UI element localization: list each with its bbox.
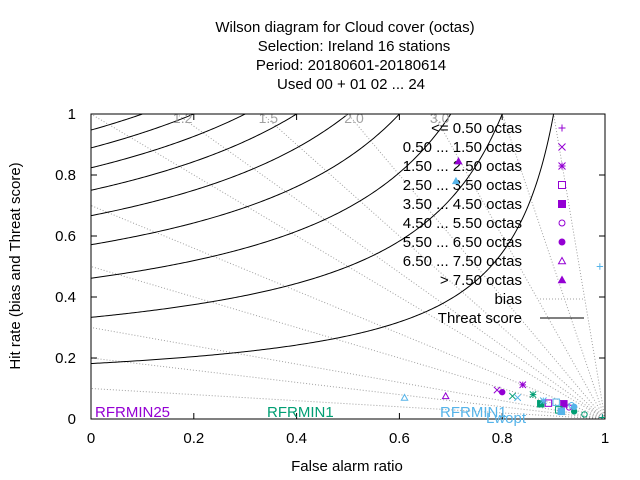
square-filled-marker [560, 400, 568, 408]
cross-marker [508, 392, 517, 400]
legend-label: 4.50 ... 5.50 octas [403, 215, 522, 232]
data-points [400, 157, 605, 419]
star-marker [519, 381, 527, 389]
star-marker [558, 162, 566, 170]
x-tick-label: 0.6 [389, 430, 410, 447]
legend-label: 2.50 ... 3.50 octas [403, 177, 522, 194]
square-open-marker [558, 181, 566, 189]
bias-line [175, 114, 605, 419]
bias-line [91, 266, 605, 419]
model-label: Lwopt [486, 410, 527, 427]
threat-score-curve [91, 114, 503, 318]
legend-label: > 7.50 octas [440, 272, 522, 289]
y-axis-label: Hit rate (bias and Threat score) [7, 162, 24, 369]
title-line-4: Used 00 + 01 02 ... 24 [277, 76, 425, 93]
triangle-open-marker [400, 393, 409, 401]
threat-score-curve [91, 114, 349, 217]
bias-labels: 1.2 1.5 2.0 3.0 [173, 110, 450, 126]
triangle-filled-marker [557, 275, 567, 284]
model-label: RFRMIN1 [440, 404, 507, 421]
y-tick-label: 0 [68, 411, 76, 428]
title-line-2: Selection: Ireland 16 stations [258, 38, 451, 55]
threat-score-curves [91, 114, 555, 365]
circle-open-marker [558, 219, 566, 227]
cross-marker [514, 394, 522, 402]
circle-filled-marker [498, 388, 506, 396]
threat-score-curve [91, 114, 555, 365]
legend-label: Threat score [438, 310, 522, 327]
legend-label: 0.50 ... 1.50 octas [403, 139, 522, 156]
x-axis-label: False alarm ratio [291, 458, 403, 475]
bias-line [91, 388, 605, 419]
legend: <= 0.50 octas 0.50 ... 1.50 octas 1.50 ...… [403, 120, 584, 327]
bias-line [433, 114, 605, 419]
y-tick-label: 0.4 [55, 289, 76, 306]
model-label: RFRMIN1 [267, 404, 334, 421]
legend-label: 5.50 ... 6.50 octas [403, 234, 522, 251]
bias-label: 1.5 [259, 110, 279, 126]
bias-line [91, 327, 605, 419]
plus-marker [558, 124, 566, 132]
y-tick-label: 0.6 [55, 228, 76, 245]
x-tick-label: 1 [601, 430, 609, 447]
x-tick-label: 0.4 [286, 430, 307, 447]
star-marker [529, 391, 537, 399]
triangle-open-marker [441, 391, 450, 400]
y-tick-label: 1 [68, 106, 76, 123]
triangle-filled-marker [451, 176, 460, 185]
bias-line [91, 205, 605, 419]
x-tick-label: 0.2 [183, 430, 204, 447]
triangle-filled-marker [454, 157, 463, 165]
bias-lines [91, 114, 605, 419]
threat-score-curve [91, 114, 144, 131]
legend-label: 6.50 ... 7.50 octas [403, 253, 522, 270]
legend-label: 3.50 ... 4.50 octas [403, 196, 522, 213]
y-tick-label: 0.2 [55, 350, 76, 367]
x-tick-label: 0.8 [492, 430, 513, 447]
plot-frame [90, 113, 606, 420]
y-tick-label: 0.8 [55, 167, 76, 184]
chart-title: Wilson diagram for Cloud cover (octas) S… [215, 19, 474, 93]
x-tick-label: 0 [87, 430, 95, 447]
bias-label: 2.0 [344, 110, 364, 126]
bias-line [347, 114, 605, 419]
circle-filled-marker [570, 403, 578, 411]
circle-open-marker [581, 411, 588, 418]
threat-score-curve [91, 114, 247, 169]
plus-marker [596, 263, 604, 270]
threat-score-curve [91, 114, 452, 279]
legend-label: 1.50 ... 2.50 octas [403, 158, 522, 175]
square-filled-marker [558, 200, 566, 208]
bias-line [91, 114, 605, 419]
bias-line [91, 357, 605, 419]
bias-label: 1.2 [173, 110, 193, 126]
title-line-3: Period: 20180601-20180614 [256, 57, 446, 74]
square-open-marker [552, 398, 560, 406]
star-marker [539, 397, 547, 405]
legend-label: <= 0.50 octas [431, 120, 522, 137]
axis-ticks: 0 0.2 0.4 0.6 0.8 1 0 0.2 0.4 0.6 0.8 1 [55, 106, 609, 447]
threat-score-curve [91, 114, 298, 191]
title-line-1: Wilson diagram for Cloud cover (octas) [215, 19, 474, 36]
circle-filled-marker [558, 238, 566, 246]
model-label: RFRMIN25 [95, 404, 170, 421]
threat-score-curve [91, 114, 196, 149]
bias-line [261, 114, 605, 419]
legend-label: bias [494, 291, 522, 308]
cross-marker [558, 143, 566, 151]
square-filled-marker [557, 407, 566, 416]
plus-marker [599, 414, 605, 419]
triangle-open-marker [557, 256, 567, 265]
threat-score-curve [91, 114, 401, 246]
